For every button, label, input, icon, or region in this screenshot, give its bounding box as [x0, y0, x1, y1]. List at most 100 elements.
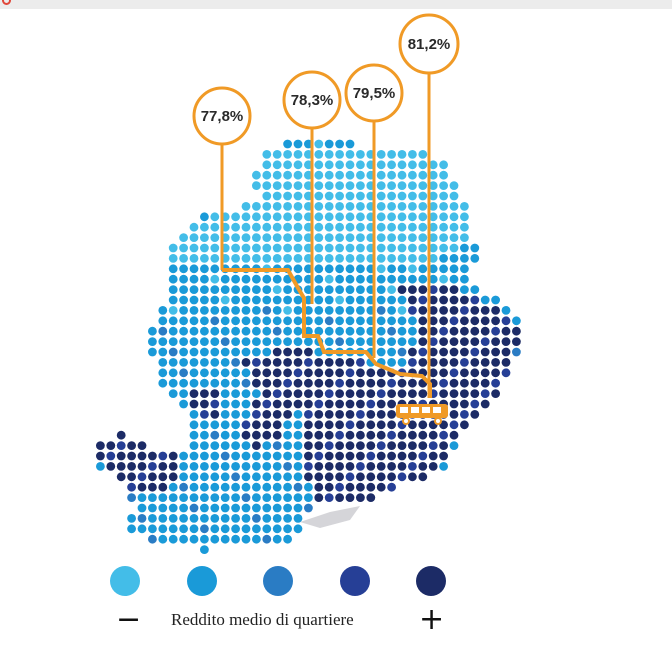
- district-dot: [439, 212, 448, 222]
- district-dot: [210, 295, 220, 305]
- district-dot: [376, 378, 386, 388]
- district-dot: [168, 514, 178, 523]
- district-dot: [293, 254, 303, 263]
- district-dot: [387, 233, 396, 243]
- district-dot: [449, 399, 459, 409]
- district-dot: [376, 285, 386, 294]
- district-dot: [179, 493, 189, 502]
- district-dot: [418, 274, 428, 284]
- district-dot: [189, 326, 199, 336]
- district-dot: [356, 472, 365, 482]
- district-dot: [418, 160, 428, 170]
- district-dot: [387, 430, 396, 440]
- district-dot: [408, 462, 417, 471]
- legend-swatch-2: [187, 566, 217, 596]
- district-dot: [480, 295, 490, 305]
- district-dot: [428, 181, 438, 191]
- district-dot: [137, 451, 147, 461]
- district-dot: [335, 368, 344, 378]
- district-dot: [335, 306, 344, 315]
- legend-swatch-3: [263, 566, 293, 596]
- district-dot: [428, 274, 438, 284]
- district-dot: [252, 202, 261, 211]
- district-dot: [293, 264, 303, 274]
- district-dot: [189, 389, 199, 398]
- district-dot: [210, 410, 220, 419]
- district-dot: [314, 410, 324, 419]
- district-dot: [283, 462, 292, 471]
- district-dot: [470, 368, 480, 378]
- district-dot: [262, 420, 272, 430]
- district-dot: [324, 212, 334, 222]
- district-dot: [397, 243, 407, 253]
- district-dot: [324, 410, 334, 419]
- district-dot: [200, 222, 209, 232]
- district-dot: [168, 482, 178, 492]
- district-dot: [345, 316, 355, 326]
- district-dot: [231, 514, 241, 523]
- district-dot: [272, 534, 282, 544]
- district-dot: [283, 347, 292, 357]
- district-dot: [491, 337, 500, 346]
- district-dot: [376, 212, 386, 222]
- district-dot: [200, 493, 209, 502]
- district-dot: [408, 326, 417, 336]
- district-dot: [241, 451, 251, 461]
- district-dot: [179, 337, 189, 346]
- legend-swatch-4: [340, 566, 370, 596]
- district-dot: [470, 337, 480, 346]
- district-dot: [387, 337, 396, 346]
- district-dot: [137, 462, 147, 471]
- district-dot: [314, 202, 324, 211]
- district-dot: [439, 326, 448, 336]
- district-dot: [293, 222, 303, 232]
- district-dot: [189, 410, 199, 419]
- district-dot: [210, 503, 220, 513]
- district-dot: [335, 170, 344, 180]
- district-dot: [272, 160, 282, 170]
- district-dot: [449, 181, 459, 191]
- district-dot: [293, 347, 303, 357]
- district-dot: [252, 389, 261, 398]
- district-dot: [252, 441, 261, 450]
- district-dot: [106, 462, 116, 471]
- district-dot: [397, 430, 407, 440]
- district-dot: [314, 306, 324, 315]
- district-dot: [397, 264, 407, 274]
- district-dot: [189, 274, 199, 284]
- district-dot: [480, 399, 490, 409]
- district-dot: [356, 378, 365, 388]
- district-dot: [148, 326, 157, 336]
- district-dot: [345, 430, 355, 440]
- district-dot: [449, 358, 459, 367]
- district-dot: [304, 482, 313, 492]
- district-dot: [231, 243, 241, 253]
- district-dot: [252, 430, 261, 440]
- district-dot: [408, 358, 417, 367]
- district-dot: [137, 503, 147, 513]
- district-dot: [387, 482, 396, 492]
- district-dot: [210, 462, 220, 471]
- district-dot: [460, 316, 469, 326]
- district-dot: [179, 534, 189, 544]
- district-dot: [356, 285, 365, 294]
- district-dot: [220, 420, 230, 430]
- district-dot: [272, 514, 282, 523]
- district-dot: [220, 482, 230, 492]
- district-dot: [345, 337, 355, 346]
- district-dot: [418, 285, 428, 294]
- district-dot: [220, 472, 230, 482]
- district-dot: [168, 274, 178, 284]
- district-dot: [262, 482, 272, 492]
- district-dot: [397, 358, 407, 367]
- district-dot: [158, 472, 168, 482]
- district-dot: [189, 337, 199, 346]
- district-dot: [262, 514, 272, 523]
- district-dot: [293, 493, 303, 502]
- district-dot: [345, 274, 355, 284]
- district-dot: [324, 316, 334, 326]
- district-dot: [272, 399, 282, 409]
- district-dot: [470, 358, 480, 367]
- district-dot: [460, 295, 469, 305]
- district-dot: [272, 222, 282, 232]
